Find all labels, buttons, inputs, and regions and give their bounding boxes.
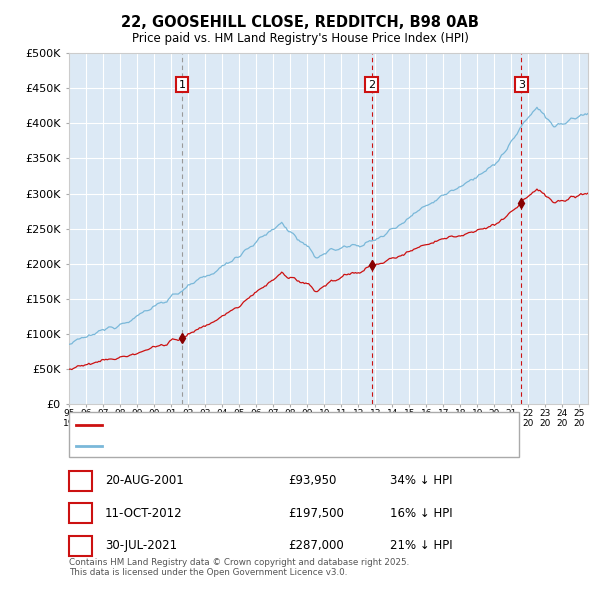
Text: £287,000: £287,000 — [288, 539, 344, 552]
Text: 20-AUG-2001: 20-AUG-2001 — [105, 474, 184, 487]
Text: 21% ↓ HPI: 21% ↓ HPI — [390, 539, 452, 552]
Text: 3: 3 — [77, 539, 84, 552]
Text: Price paid vs. HM Land Registry's House Price Index (HPI): Price paid vs. HM Land Registry's House … — [131, 32, 469, 45]
Text: £93,950: £93,950 — [288, 474, 337, 487]
Text: 2: 2 — [368, 80, 375, 90]
Text: Contains HM Land Registry data © Crown copyright and database right 2025.
This d: Contains HM Land Registry data © Crown c… — [69, 558, 409, 577]
Text: 22, GOOSEHILL CLOSE, REDDITCH, B98 0AB: 22, GOOSEHILL CLOSE, REDDITCH, B98 0AB — [121, 15, 479, 30]
Text: 34% ↓ HPI: 34% ↓ HPI — [390, 474, 452, 487]
Text: 22, GOOSEHILL CLOSE, REDDITCH, B98 0AB (detached house): 22, GOOSEHILL CLOSE, REDDITCH, B98 0AB (… — [108, 420, 431, 430]
Text: 3: 3 — [518, 80, 525, 90]
Text: HPI: Average price, detached house, Redditch: HPI: Average price, detached house, Redd… — [108, 441, 347, 451]
Text: £197,500: £197,500 — [288, 507, 344, 520]
Text: 30-JUL-2021: 30-JUL-2021 — [105, 539, 177, 552]
Text: 16% ↓ HPI: 16% ↓ HPI — [390, 507, 452, 520]
Text: 1: 1 — [178, 80, 185, 90]
Text: 1: 1 — [77, 474, 84, 487]
Text: 2: 2 — [77, 507, 84, 520]
Text: 11-OCT-2012: 11-OCT-2012 — [105, 507, 182, 520]
